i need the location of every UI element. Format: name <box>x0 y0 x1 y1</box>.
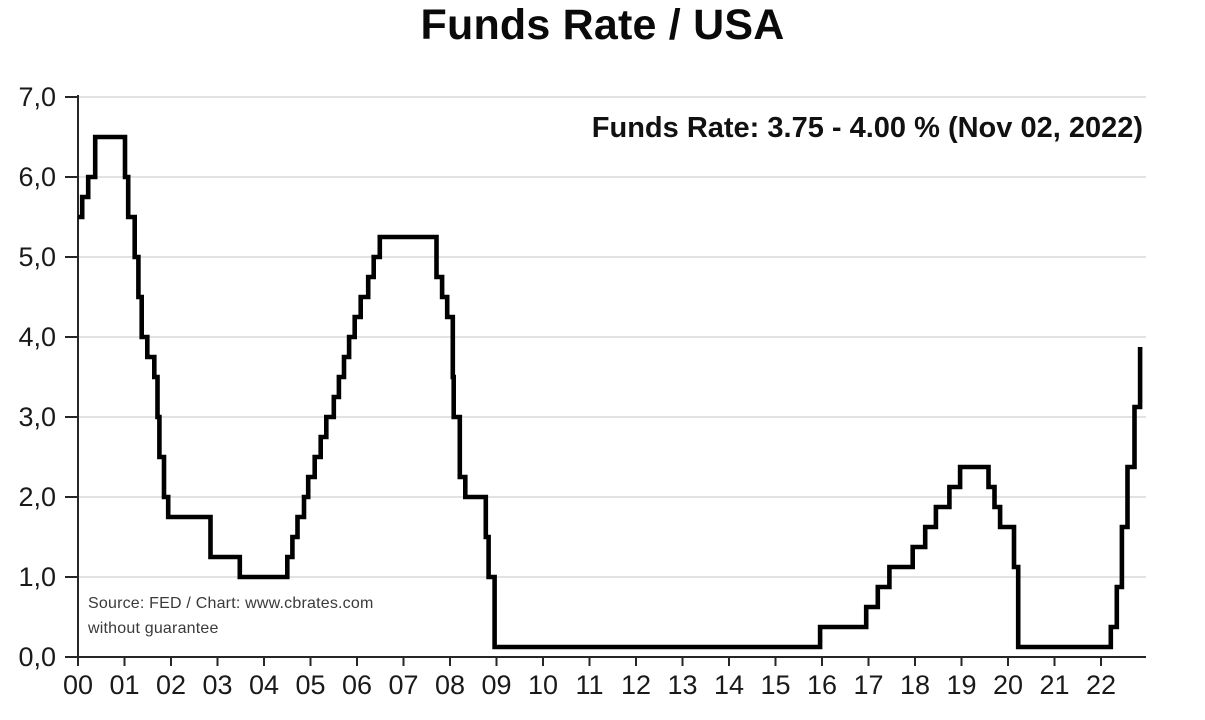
y-tick-label-6: 6,0 <box>18 162 56 192</box>
source-note-line1: Source: FED / Chart: www.cbrates.com <box>88 595 374 612</box>
x-tick-label-10: 10 <box>528 670 558 700</box>
funds-rate-step-line <box>78 134 1143 650</box>
y-tick-label-3: 3,0 <box>18 402 56 432</box>
x-tick-label-09: 09 <box>481 670 511 700</box>
x-tick-label-08: 08 <box>435 670 465 700</box>
x-tick-label-07: 07 <box>388 670 418 700</box>
y-tick-label-7: 7,0 <box>18 82 56 112</box>
y-tick-label-4: 4,0 <box>18 322 56 352</box>
x-tick-label-00: 00 <box>63 670 93 700</box>
x-tick-label-13: 13 <box>667 670 697 700</box>
x-tick-label-14: 14 <box>714 670 744 700</box>
y-tick-label-0: 0,0 <box>18 642 56 672</box>
x-tick-label-17: 17 <box>853 670 883 700</box>
x-tick-label-02: 02 <box>156 670 186 700</box>
x-tick-label-01: 01 <box>109 670 139 700</box>
x-tick-label-03: 03 <box>202 670 232 700</box>
x-tick-label-19: 19 <box>946 670 976 700</box>
source-note-line2: without guarantee <box>88 620 219 637</box>
x-tick-label-18: 18 <box>900 670 930 700</box>
x-tick-label-05: 05 <box>295 670 325 700</box>
x-tick-label-06: 06 <box>342 670 372 700</box>
x-tick-label-04: 04 <box>249 670 279 700</box>
x-tick-label-16: 16 <box>807 670 837 700</box>
x-tick-label-11: 11 <box>575 670 603 700</box>
current-rate-annotation: Funds Rate: 3.75 - 4.00 % (Nov 02, 2022) <box>591 112 1143 144</box>
x-tick-label-22: 22 <box>1086 670 1116 700</box>
x-tick-label-12: 12 <box>621 670 651 700</box>
y-tick-label-5: 5,0 <box>18 242 56 272</box>
x-tick-label-20: 20 <box>993 670 1023 700</box>
chart-title: Funds Rate / USA <box>420 1 785 49</box>
x-tick-label-21: 21 <box>1039 670 1069 700</box>
y-tick-label-2: 2,0 <box>18 482 56 512</box>
x-tick-label-15: 15 <box>760 670 790 700</box>
y-tick-label-1: 1,0 <box>18 562 56 592</box>
source-note: Source: FED / Chart: www.cbrates.com wit… <box>88 591 374 641</box>
